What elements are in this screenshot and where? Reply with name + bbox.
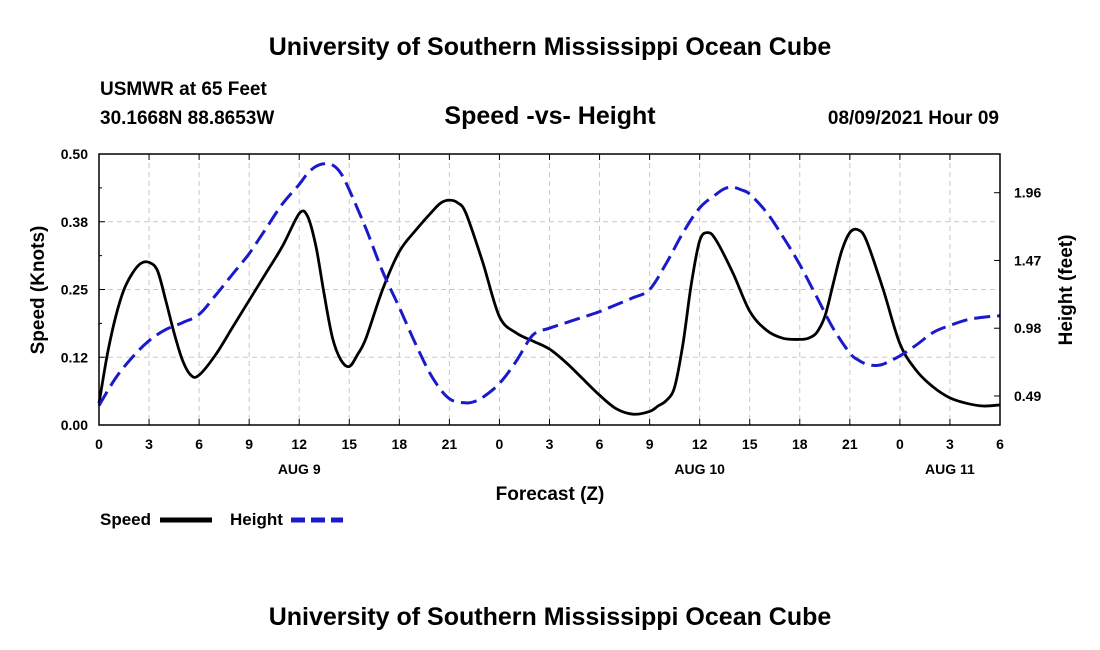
y-left-tick-label: 0.12 xyxy=(61,349,88,365)
station-label: USMWR at 65 Feet xyxy=(100,79,267,100)
x-tick-label: 3 xyxy=(546,436,554,452)
x-tick-label: 12 xyxy=(692,436,708,452)
chart-bottom-title: University of Southern Mississippi Ocean… xyxy=(269,603,832,631)
legend-height-label: Height xyxy=(230,510,283,529)
series-lines xyxy=(97,162,1001,416)
x-tick-label: 0 xyxy=(95,436,103,452)
legend-speed-label: Speed xyxy=(100,510,151,529)
y-axis-right-ticks: 0.49 0.98 1.47 1.96 xyxy=(994,185,1041,404)
x-axis-label: Forecast (Z) xyxy=(496,484,605,505)
height-series-line xyxy=(97,162,1001,407)
x-tick-label: 15 xyxy=(742,436,758,452)
date-label: AUG 11 xyxy=(925,461,975,477)
y-axis-right-label: Height (feet) xyxy=(1056,235,1077,346)
y-right-tick-label: 0.98 xyxy=(1014,320,1041,336)
location-label: 30.1668N 88.8653W xyxy=(100,108,274,129)
x-tick-label: 6 xyxy=(596,436,604,452)
x-tick-label: 21 xyxy=(842,436,858,452)
y-axis-left-label: Speed (Knots) xyxy=(28,226,49,355)
date-labels: AUG 9 AUG 10 AUG 11 xyxy=(278,461,975,477)
chart-subtitle: Speed -vs- Height xyxy=(444,102,656,130)
y-left-tick-label: 0.25 xyxy=(61,282,88,298)
x-tick-label: 6 xyxy=(996,436,1004,452)
date-label: AUG 10 xyxy=(674,461,725,477)
y-left-tick-label: 0.00 xyxy=(61,417,88,433)
x-tick-label: 9 xyxy=(245,436,253,452)
y-axis-left-ticks: 0.00 0.12 0.25 0.38 0.50 xyxy=(61,146,105,433)
date-label: AUG 9 xyxy=(278,461,321,477)
x-tick-label: 12 xyxy=(291,436,307,452)
x-tick-label: 0 xyxy=(496,436,504,452)
grid-lines xyxy=(99,154,1000,425)
x-tick-label: 3 xyxy=(946,436,954,452)
x-tick-label: 0 xyxy=(896,436,904,452)
x-tick-label: 15 xyxy=(341,436,357,452)
y-right-tick-label: 0.49 xyxy=(1014,388,1041,404)
chart-top-title: University of Southern Mississippi Ocean… xyxy=(269,33,832,61)
x-tick-label: 18 xyxy=(792,436,808,452)
x-tick-label: 21 xyxy=(442,436,458,452)
x-tick-label: 18 xyxy=(392,436,408,452)
y-right-tick-label: 1.47 xyxy=(1014,252,1041,268)
x-tick-label: 3 xyxy=(145,436,153,452)
y-left-tick-label: 0.38 xyxy=(61,214,88,230)
y-left-tick-label: 0.50 xyxy=(61,146,88,162)
legend: Speed Height xyxy=(100,510,343,529)
x-tick-label: 9 xyxy=(646,436,654,452)
x-axis-ticks: 0 3 6 9 12 15 18 21 0 3 6 9 12 15 18 21 0 3 6 xyxy=(95,154,1004,452)
speed-series-line xyxy=(97,198,1001,416)
y-right-tick-label: 1.96 xyxy=(1014,185,1041,201)
datetime-label: 08/09/2021 Hour 09 xyxy=(828,108,999,129)
x-tick-label: 6 xyxy=(195,436,203,452)
